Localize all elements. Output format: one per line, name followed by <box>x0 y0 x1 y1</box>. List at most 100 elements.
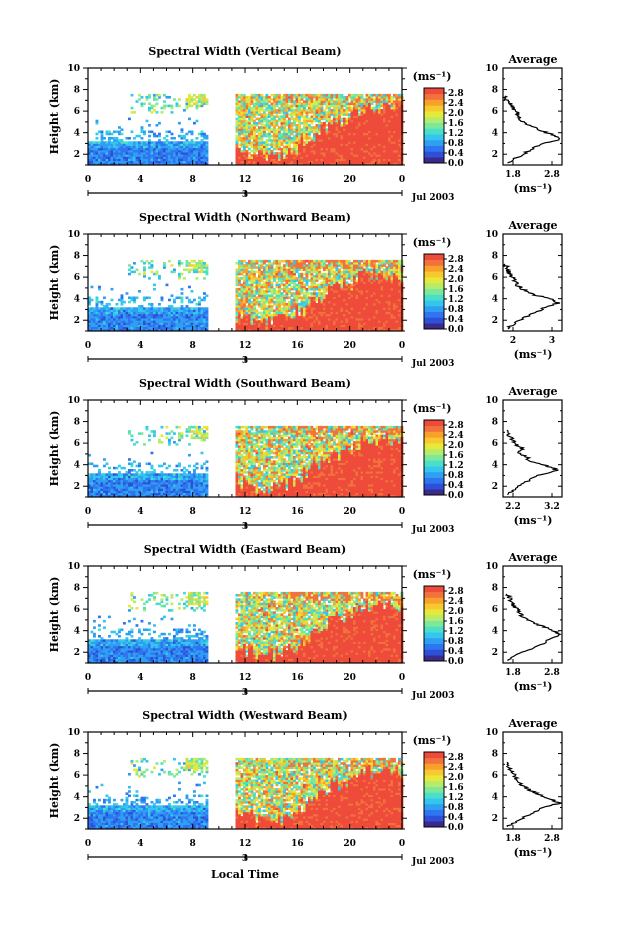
colorbar-tick-label: 2.0 <box>448 773 464 783</box>
x-tick-label: 16 <box>291 175 304 185</box>
colorbar-swatch <box>424 477 444 484</box>
colorbar-tick-label: 2.4 <box>448 763 464 773</box>
profile-x-tick-label: 3.2 <box>544 502 560 512</box>
colorbar-swatch <box>424 786 444 793</box>
colorbar-tick-label: 0.0 <box>448 159 464 169</box>
x-tick-label: 8 <box>190 839 196 849</box>
x-tick-label: 0 <box>399 341 405 351</box>
colorbar-swatch <box>424 300 444 307</box>
profile-y-tick-label: 4 <box>492 793 498 803</box>
x-tick-label: 0 <box>85 839 91 849</box>
profile-y-tick-label: 8 <box>492 418 498 428</box>
profile-x-tick-label: 3 <box>549 336 555 346</box>
x-tick-label: 16 <box>291 839 304 849</box>
colorbar-tick-label: 1.6 <box>448 617 464 627</box>
colorbar-swatch <box>424 448 444 455</box>
profile-y-tick-label: 6 <box>492 605 498 615</box>
profile-y-tick-label: 2 <box>492 150 498 160</box>
colorbar-tick-label: 0.0 <box>448 491 464 501</box>
y-tick-label: 6 <box>74 605 80 615</box>
average-profile: Average 2 4 6 8 10 2 3 (ms⁻¹) <box>485 219 563 361</box>
colorbar-swatch <box>424 620 444 627</box>
profile-y-tick-label: 2 <box>492 648 498 658</box>
x-tick-label: 4 <box>137 341 143 351</box>
profile-x-label: (ms⁻¹) <box>514 514 553 527</box>
x-tick-label: 0 <box>85 507 91 517</box>
y-axis-label: Height (km) <box>48 245 61 321</box>
colorbar-swatch <box>424 775 444 782</box>
panel-title: Spectral Width (Eastward Beam) <box>144 543 346 556</box>
colorbar-tick-label: 0.4 <box>448 315 464 325</box>
date-label: Jul 2003 <box>411 525 454 535</box>
x-tick-label: 20 <box>343 341 356 351</box>
average-profile: Average 2 4 6 8 10 1.8 2.8 (ms⁻¹) <box>485 551 563 693</box>
x-tick-label: 16 <box>291 341 304 351</box>
profile-y-tick-label: 2 <box>492 482 498 492</box>
colorbar-swatch <box>424 288 444 295</box>
colorbar-swatch <box>424 271 444 278</box>
colorbar-swatch <box>424 460 444 467</box>
colorbar-tick-label: 2.4 <box>448 597 464 607</box>
colorbar-swatch <box>424 489 444 496</box>
y-tick-label: 10 <box>67 64 80 74</box>
x-tick-label: 12 <box>239 839 252 849</box>
colorbar-tick-label: 1.2 <box>448 461 464 471</box>
x-tick-label: 0 <box>85 175 91 185</box>
heatmap-cells <box>88 757 404 830</box>
profile-y-tick-label: 6 <box>492 439 498 449</box>
profile-line <box>505 761 562 828</box>
profile-x-tick-label: 2.2 <box>505 502 521 512</box>
y-tick-label: 8 <box>74 584 80 594</box>
colorbar-tick-label: 2.0 <box>448 441 464 451</box>
colorbar-swatch <box>424 815 444 822</box>
colorbar-swatch <box>424 609 444 616</box>
y-tick-label: 4 <box>74 129 80 139</box>
profile-title: Average <box>507 717 557 730</box>
profile-y-tick-label: 8 <box>492 252 498 262</box>
colorbar-swatch <box>424 105 444 112</box>
profile-y-tick-label: 8 <box>492 584 498 594</box>
colorbar: 0.00.40.81.21.62.02.42.8 (ms⁻¹) <box>413 236 464 335</box>
x-tick-label: 0 <box>399 673 405 683</box>
colorbar-unit-label: (ms⁻¹) <box>413 568 452 581</box>
colorbar-tick-label: 2.4 <box>448 265 464 275</box>
colorbar-unit-label: (ms⁻¹) <box>413 236 452 249</box>
colorbar-swatch <box>424 277 444 284</box>
y-tick-label: 4 <box>74 295 80 305</box>
profile-x-label: (ms⁻¹) <box>514 846 553 859</box>
profile-line <box>505 593 562 662</box>
panel-1: Spectral Width (Vertical Beam) 2 4 6 8 10 Heig… <box>48 45 563 203</box>
colorbar-swatch <box>424 116 444 123</box>
colorbar-swatch <box>424 603 444 610</box>
y-axis-label: Height (km) <box>48 743 61 819</box>
colorbar-frame <box>423 585 445 662</box>
colorbar-tick-label: 0.8 <box>448 305 464 315</box>
profile-frame <box>502 67 563 166</box>
y-tick-label: 2 <box>74 316 80 326</box>
colorbar-swatch <box>424 134 444 141</box>
colorbar-unit-label: (ms⁻¹) <box>413 734 452 747</box>
profile-title: Average <box>507 219 557 232</box>
x-tick-label: 4 <box>137 673 143 683</box>
colorbar-tick-label: 2.4 <box>448 431 464 441</box>
day-label: 3 <box>242 854 248 864</box>
x-tick-label: 20 <box>343 839 356 849</box>
colorbar-swatch <box>424 122 444 129</box>
colorbar-swatch <box>424 471 444 478</box>
colorbar-swatch <box>424 99 444 106</box>
colorbar-tick-label: 0.4 <box>448 149 464 159</box>
x-axis-label-bottom: Local Time <box>211 868 279 881</box>
y-tick-label: 4 <box>74 627 80 637</box>
profile-x-label: (ms⁻¹) <box>514 182 553 195</box>
colorbar-swatch <box>424 643 444 650</box>
colorbar-swatch <box>424 591 444 598</box>
x-tick-label: 16 <box>291 507 304 517</box>
average-profile: Average 2 4 6 8 10 2.2 3.2 (ms⁻¹) <box>485 385 563 527</box>
colorbar-swatch <box>424 614 444 621</box>
colorbar-swatch <box>424 637 444 644</box>
colorbar-swatch <box>424 425 444 432</box>
colorbar-tick-label: 1.2 <box>448 129 464 139</box>
colorbar-tick-label: 0.0 <box>448 325 464 335</box>
day-label: 3 <box>242 190 248 200</box>
x-tick-label: 8 <box>190 507 196 517</box>
